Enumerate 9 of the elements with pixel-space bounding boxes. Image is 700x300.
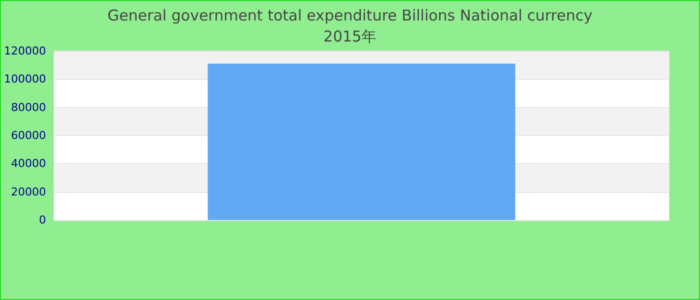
y-tick-label: 60000	[10, 129, 46, 142]
y-tick-label: 120000	[4, 44, 46, 58]
y-tick-label: 100000	[4, 72, 46, 86]
y-tick-label: 40000	[10, 157, 46, 170]
y-tick-label: 20000	[10, 185, 46, 198]
y-tick-label: 0	[38, 214, 46, 226]
y-tick-label: 80000	[10, 100, 46, 114]
chart-subtitle: 2015年	[323, 28, 377, 46]
chart-title: General government total expenditure Billions National currency	[107, 6, 593, 24]
